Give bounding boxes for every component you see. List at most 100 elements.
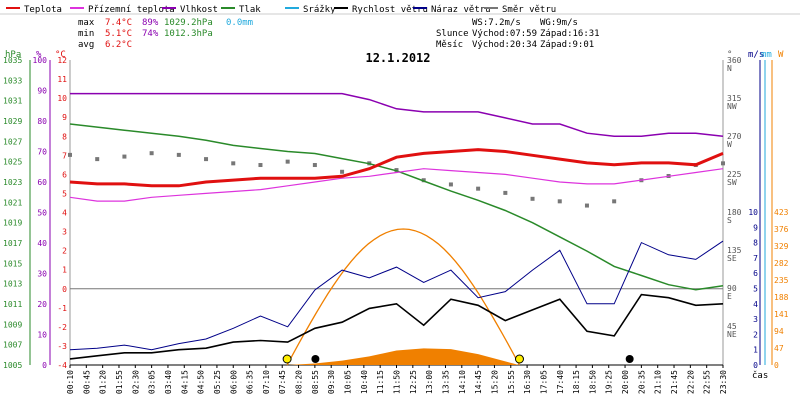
pressure-tick: 1015 [3,259,22,268]
direction-tick: 315 [727,94,742,103]
stats-min-label: min [78,29,94,39]
temperature-tick: -2 [57,323,67,332]
legend-swatch [6,7,20,9]
sun-label: Slunce [436,29,469,39]
radiation-tick: 235 [774,276,789,285]
time-label: 19:25 [605,370,614,394]
pressure-tick: 1005 [3,361,22,370]
legend-swatch [484,7,498,9]
legend-label: Směr větru [502,5,556,15]
radiation-tick: 329 [774,242,789,251]
pressure-tick: 1025 [3,158,22,167]
temperature-tick: 12 [57,56,67,65]
wind-direction-point [557,199,562,204]
temperature-tick: 0 [62,285,67,294]
unit-wm2: W [778,50,784,60]
time-label: 04:15 [180,370,189,394]
pressure-tick: 1021 [3,198,22,207]
wind-direction-point [448,182,453,187]
time-label: 22:55 [703,370,712,394]
moon-label: Měsíc [436,40,463,50]
legend-swatch [413,7,427,9]
wind-tick: 1 [753,346,758,355]
time-label: 00:45 [82,370,91,394]
unit-degc: °C [55,50,66,60]
time-label: 03:40 [164,370,173,394]
sunrise-info: Východ:07:59 [472,29,537,39]
pressure-tick: 1031 [3,97,22,106]
time-label: 15:20 [490,370,499,394]
time-label: 01:20 [99,370,108,394]
stats-avg-temp: 6.2°C [105,40,132,50]
radiation-tick: 188 [774,293,789,302]
direction-tick: 270 [727,132,742,141]
moonset-marker [311,355,320,363]
radiation-tick: 423 [774,208,789,217]
humidity-tick: 40 [37,239,47,248]
moonrise-info: Východ:20:34 [472,40,537,50]
time-label: 07:10 [262,370,271,394]
wind-tick: 6 [753,269,758,278]
time-label: 18:50 [588,370,597,394]
legend-swatch [221,7,235,9]
time-label: 08:55 [311,370,320,394]
time-label: 12:25 [409,370,418,394]
wind-direction-point [231,161,236,166]
time-label: 01:55 [115,370,124,394]
pressure-tick: 1017 [3,239,22,248]
wind-direction-point [312,163,317,168]
direction-name: N [727,64,732,73]
temperature-tick: 11 [57,75,67,84]
wind-tick: 9 [753,223,758,232]
pressure-tick: 1035 [3,56,22,65]
stats-block: max 7.4°C 89% 1029.2hPa 0.0mm min 5.1°C … [78,18,253,50]
radiation-tick: 141 [774,310,789,319]
pressure-tick: 1027 [3,137,22,146]
wind-direction-point [176,152,181,157]
wind-direction-point [340,169,345,174]
radiation-tick: 376 [774,225,789,234]
pressure-tick: 1029 [3,117,22,126]
time-label: 06:00 [229,370,238,394]
wind-direction-point [122,154,127,159]
legend-swatch [334,7,348,9]
radiation-tick: 282 [774,259,789,268]
legend: Teplota Přízemní teplota Vlhkost Tlak Srážky… [0,5,800,15]
time-label: 05:25 [213,370,222,394]
radiation-tick: 47 [774,344,784,353]
wind-tick: 3 [753,315,758,324]
time-axis-labels: 00:10 00:45 01:20 01:55 02:30 03:05 03:40 04:15… [66,365,728,394]
time-label: 20:00 [621,370,630,394]
temperature-tick: 5 [62,189,67,198]
temperature-tick: -4 [57,361,67,370]
temperature-tick: 6 [62,170,67,179]
time-label: 04:50 [197,370,206,394]
time-label: 07:45 [278,370,287,394]
unit-hpa: hPa [5,50,21,60]
humidity-tick: 20 [37,300,47,309]
wind-tick: 4 [753,300,758,309]
temperature-tick: 8 [62,132,67,141]
pressure-tick: 1009 [3,320,22,329]
direction-name: SW [727,178,737,187]
direction-name: SE [727,254,737,263]
moonrise-marker [625,355,634,363]
time-label: 21:45 [670,370,679,394]
direction-name: E [727,292,732,301]
wind-direction-point [476,186,481,191]
temperature-line [69,148,724,188]
stats-min-temp: 5.1°C [105,29,132,39]
unit-pct: % [36,50,42,60]
wind-direction-point [503,190,508,195]
radiation-tick: 94 [774,327,784,336]
humidity-tick: 0 [42,361,47,370]
time-label: 13:35 [441,370,450,394]
time-label: 17:40 [556,370,565,394]
unit-time: čas [752,370,768,381]
temperature-tick: 9 [62,113,67,122]
pressure-tick: 1011 [3,300,22,309]
wind-gust-info: WG:9m/s [540,18,578,28]
moonset-info: Západ:9:01 [540,40,594,50]
temperature-tick: 7 [62,151,67,160]
time-label: 10:05 [344,370,353,394]
